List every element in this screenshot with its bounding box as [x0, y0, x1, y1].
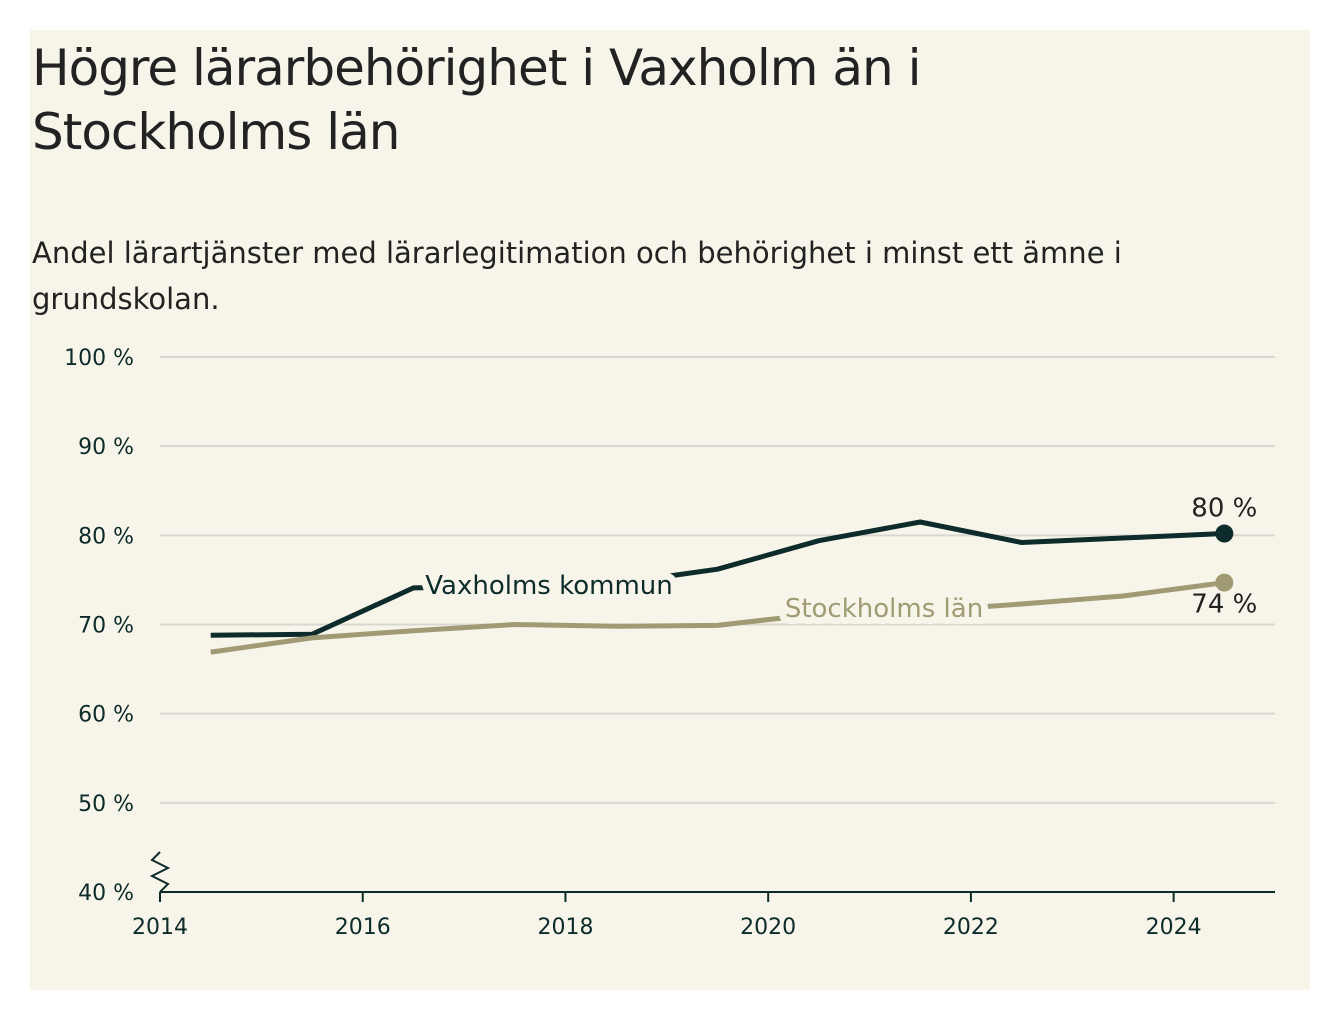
y-tick-label: 40 % [78, 881, 134, 906]
chart-panel [30, 30, 1310, 990]
end-value-label: 80 % [1191, 494, 1257, 524]
series [210, 519, 1234, 655]
labels: 80 % 74 % Vaxholms kommun Stockholms län [418, 494, 1257, 631]
y-tick-label: 60 % [78, 703, 134, 728]
y-tick-label: 100 % [64, 346, 134, 371]
y-tick-label: 90 % [78, 435, 134, 460]
series-end-point [1215, 524, 1234, 543]
chart-subtitle: Andel lärartjänster med lärarlegitimatio… [32, 236, 1122, 316]
series-end-point [1215, 573, 1234, 592]
series-name-label: Stockholms län [785, 594, 983, 624]
series-line-vaxholm [210, 519, 1225, 638]
end-value-label: 74 % [1191, 590, 1257, 620]
gridlines [160, 356, 1275, 804]
x-tick-label: 2022 [943, 915, 999, 940]
axes: 40 % 50 % 60 % 70 % 80 % 90 % 100 % 2014 2016 201… [64, 346, 1275, 940]
chart-title: Högre lärarbehörighet i Vaxholm än i Sto… [32, 39, 921, 161]
y-tick-label: 50 % [78, 792, 134, 817]
x-tick-label: 2024 [1146, 915, 1202, 940]
axis-break-icon [149, 851, 171, 893]
x-tick-label: 2016 [335, 915, 391, 940]
x-tick-label: 2018 [537, 915, 593, 940]
x-tick-label: 2014 [132, 915, 188, 940]
x-tick-label: 2020 [740, 915, 796, 940]
series-line-stockholm [210, 580, 1225, 655]
y-tick-label: 80 % [78, 524, 134, 549]
y-tick-label: 70 % [78, 614, 134, 639]
series-name-label: Vaxholms kommun [425, 571, 672, 601]
